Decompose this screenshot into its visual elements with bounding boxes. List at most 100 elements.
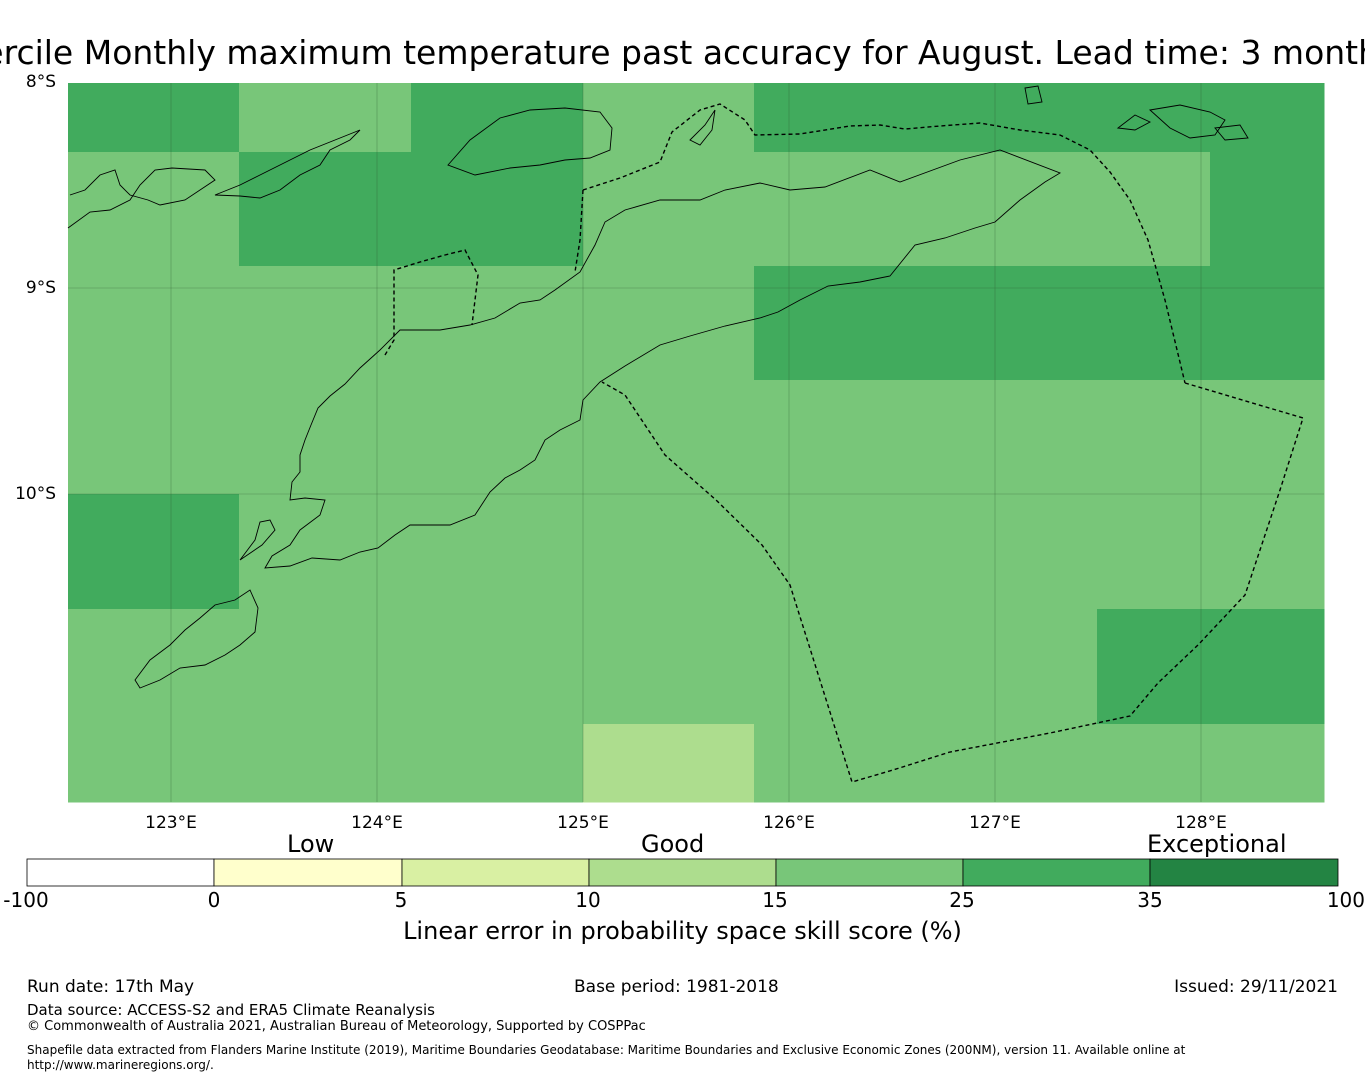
colorbar-segment xyxy=(213,858,403,887)
map-title: Tercile Monthly maximum temperature past… xyxy=(0,33,1365,72)
west-timor-boundary xyxy=(574,189,584,273)
grid-cell xyxy=(239,609,412,725)
colorbar-tick: 5 xyxy=(394,888,408,912)
grid-cell xyxy=(1210,494,1325,610)
grid-cell xyxy=(239,266,412,381)
timor-island-coastline xyxy=(264,149,1062,569)
grid-cell xyxy=(68,266,240,381)
grid-cell xyxy=(754,266,927,381)
grid-cell xyxy=(68,494,240,610)
grid-cell xyxy=(411,609,584,725)
grid-cell xyxy=(926,152,1098,267)
grid-cell xyxy=(583,83,755,153)
grid-cell xyxy=(1097,609,1211,725)
grid-cell xyxy=(754,152,927,267)
small-island-3 xyxy=(1116,114,1152,131)
colorbar-tick: -100 xyxy=(3,888,49,912)
grid-cell xyxy=(583,494,755,610)
colorbar-tick: 10 xyxy=(575,888,601,912)
category-label-low: Low xyxy=(287,830,335,858)
savu-rote-coastline xyxy=(239,519,276,561)
grid-cell xyxy=(926,380,1098,495)
grid-cell xyxy=(926,494,1098,610)
data-source: Data source: ACCESS-S2 and ERA5 Climate … xyxy=(27,1001,435,1019)
lon-label-127e: 127°E xyxy=(969,813,1021,833)
grid-cell xyxy=(1097,380,1211,495)
grid-cell xyxy=(1097,152,1211,267)
grid-cell xyxy=(68,609,240,725)
colorbar-tick: 0 xyxy=(207,888,221,912)
base-period: Base period: 1981-2018 xyxy=(574,977,779,997)
grid-cell xyxy=(583,724,755,803)
colorbar-segment xyxy=(26,858,215,887)
northern-islands-coastline xyxy=(67,167,216,229)
sumba-coastline xyxy=(134,589,259,689)
grid-cell xyxy=(411,494,584,610)
grid-cell xyxy=(1210,83,1325,153)
grid-cell xyxy=(926,724,1098,803)
grid-cell xyxy=(68,83,240,153)
grid-cell xyxy=(68,152,240,267)
grid-cell xyxy=(1210,724,1325,803)
copyright: © Commonwealth of Australia 2021, Austra… xyxy=(27,1019,646,1034)
grid-cell xyxy=(1097,83,1211,153)
grid-cell xyxy=(239,724,412,803)
wetar-coastline xyxy=(447,107,613,176)
grid-cell xyxy=(411,380,584,495)
colorbar-segment xyxy=(775,858,964,887)
lat-label-10s: 10°S xyxy=(15,484,56,504)
grid-cell xyxy=(583,152,755,267)
grid-cell xyxy=(754,380,927,495)
enclave-boundary xyxy=(384,249,479,356)
category-label-exceptional: Exceptional xyxy=(1147,830,1287,858)
colorbar-segment xyxy=(401,858,590,887)
skill-grid-cells xyxy=(68,83,1325,803)
grid-cell xyxy=(754,83,927,153)
lon-label-125e: 125°E xyxy=(557,813,609,833)
maritime-boundaries xyxy=(384,103,1304,783)
grid-cell xyxy=(1210,152,1325,267)
grid-cell xyxy=(411,266,584,381)
grid-cell xyxy=(754,609,927,725)
grid-cell xyxy=(583,380,755,495)
lon-label-124e: 124°E xyxy=(351,813,403,833)
lat-label-8s: 8°S xyxy=(25,72,56,92)
category-label-good: Good xyxy=(641,830,705,858)
grid-cell xyxy=(239,380,412,495)
alor-pantar-coastline xyxy=(214,129,361,199)
grid-cell xyxy=(239,152,412,267)
lon-label-126e: 126°E xyxy=(763,813,815,833)
eez-east-boundary xyxy=(601,381,1304,783)
coastlines xyxy=(67,85,1249,689)
grid-cell xyxy=(411,152,584,267)
colorbar-tick: 100 xyxy=(1326,888,1365,912)
colorbar-tick: 25 xyxy=(949,888,975,912)
grid-cell xyxy=(411,724,584,803)
colorbar-segment xyxy=(588,858,777,887)
grid-cell xyxy=(68,380,240,495)
grid-cell xyxy=(926,83,1098,153)
grid-cell xyxy=(583,266,755,381)
lon-label-128e: 128°E xyxy=(1175,813,1227,833)
colorbar-tick: 15 xyxy=(762,888,788,912)
grid-cell xyxy=(1097,266,1211,381)
colorbar xyxy=(26,858,1339,887)
grid-cell xyxy=(926,609,1098,725)
small-island-2 xyxy=(1214,124,1249,141)
atauro-coastline xyxy=(689,109,716,146)
grid-cell xyxy=(1210,266,1325,381)
grid-cell xyxy=(239,494,412,610)
grid-cell xyxy=(583,609,755,725)
grid-cell xyxy=(1210,609,1325,725)
colorbar-tick: 35 xyxy=(1137,888,1163,912)
grid-cell xyxy=(754,724,927,803)
issued-date: Issued: 29/11/2021 xyxy=(1174,977,1338,997)
grid-cell xyxy=(411,83,584,153)
colorbar-segment xyxy=(1149,858,1339,887)
graticule xyxy=(68,83,1324,802)
lat-label-9s: 9°S xyxy=(25,278,56,298)
grid-cell xyxy=(68,724,240,803)
grid-cell xyxy=(926,266,1098,381)
small-island-1 xyxy=(1024,85,1043,105)
